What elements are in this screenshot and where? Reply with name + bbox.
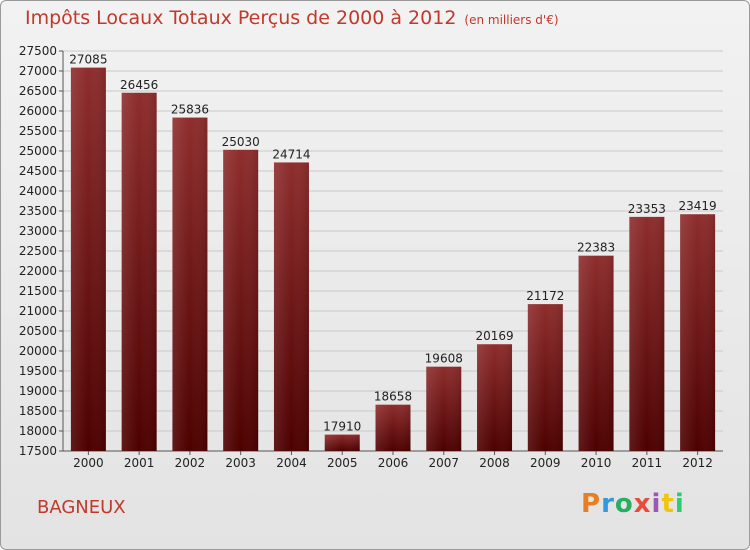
bar-value-label: 18658	[374, 390, 412, 404]
logo-letter: t	[661, 489, 675, 519]
y-tick-label: 27000	[19, 64, 57, 78]
bar-shine	[680, 214, 716, 451]
bar-shine	[426, 366, 462, 451]
bar-shine	[527, 304, 563, 451]
y-tick-label: 21000	[19, 304, 57, 318]
logo-letter: x	[633, 489, 652, 519]
bar-value-label: 17910	[323, 420, 361, 434]
title-unit: (en milliers d'€)	[464, 13, 559, 27]
logo-letter: r	[601, 489, 615, 519]
y-tick-label: 26000	[19, 104, 57, 118]
logo-letter: i	[674, 489, 685, 519]
y-tick-label: 27500	[19, 44, 57, 58]
x-tick-label: 2002	[175, 456, 206, 470]
y-tick-label: 18500	[19, 404, 57, 418]
x-tick-label: 2010	[581, 456, 612, 470]
y-tick-label: 19500	[19, 364, 57, 378]
bar-shine	[70, 67, 106, 451]
bar-value-label: 23353	[628, 202, 666, 216]
bar-value-label: 25836	[171, 103, 209, 117]
bar-shine	[477, 344, 513, 451]
x-tick-label: 2000	[73, 456, 104, 470]
y-tick-label: 23000	[19, 224, 57, 238]
bar-value-label: 22383	[577, 241, 615, 255]
bar-shine	[223, 149, 259, 452]
x-tick-label: 2001	[124, 456, 155, 470]
logo-letter: o	[614, 489, 634, 519]
bar-value-label: 26456	[120, 78, 158, 92]
bar-value-label: 21172	[526, 289, 564, 303]
y-tick-label: 19000	[19, 384, 57, 398]
y-tick-label: 17500	[19, 444, 57, 458]
bar-value-label: 24714	[272, 147, 310, 161]
y-tick-label: 23500	[19, 204, 57, 218]
city-name: BAGNEUX	[37, 497, 126, 518]
bar-value-label: 19608	[425, 352, 463, 366]
x-tick-label: 2005	[327, 456, 358, 470]
x-tick-label: 2006	[378, 456, 409, 470]
bar-value-label: 20169	[475, 329, 513, 343]
x-tick-label: 2008	[479, 456, 510, 470]
bar-shine	[324, 434, 360, 451]
bar-value-label: 27085	[69, 53, 107, 67]
bar-shine	[375, 404, 411, 451]
bar-shine	[578, 255, 614, 451]
x-tick-label: 2003	[225, 456, 256, 470]
y-tick-label: 22000	[19, 264, 57, 278]
logo-letter: P	[581, 489, 602, 519]
bar-shine	[121, 92, 157, 451]
logo-letter: i	[651, 489, 662, 519]
y-tick-label: 22500	[19, 244, 57, 258]
x-tick-label: 2011	[632, 456, 663, 470]
x-tick-label: 2004	[276, 456, 307, 470]
bar-value-label: 25030	[222, 135, 260, 149]
y-tick-label: 26500	[19, 84, 57, 98]
x-tick-label: 2012	[682, 456, 713, 470]
y-tick-label: 20500	[19, 324, 57, 338]
title-text: Impôts Locaux Totaux Perçus de 2000 à 20…	[25, 7, 457, 29]
x-tick-label: 2009	[530, 456, 561, 470]
y-tick-label: 21500	[19, 284, 57, 298]
y-tick-label: 25000	[19, 144, 57, 158]
bar-value-label: 23419	[679, 199, 717, 213]
bar-shine	[629, 216, 665, 451]
bar-shine	[172, 117, 208, 451]
bar-shine	[273, 162, 309, 451]
x-tick-label: 2007	[428, 456, 459, 470]
y-tick-label: 20000	[19, 344, 57, 358]
y-tick-label: 25500	[19, 124, 57, 138]
y-tick-label: 24000	[19, 184, 57, 198]
y-tick-label: 24500	[19, 164, 57, 178]
proxiti-logo[interactable]: Proxiti	[581, 489, 685, 519]
y-tick-label: 18000	[19, 424, 57, 438]
chart-title: Impôts Locaux Totaux Perçus de 2000 à 20…	[25, 7, 725, 33]
